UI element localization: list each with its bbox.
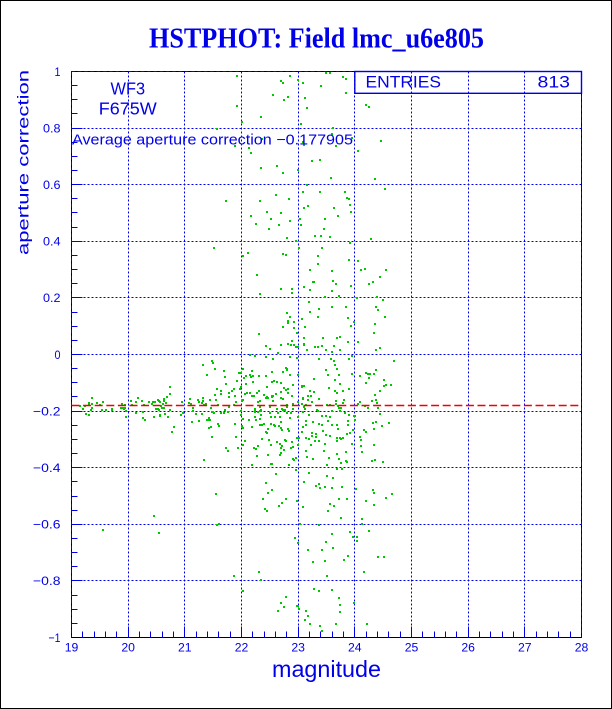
svg-text:WF3: WF3 — [111, 79, 146, 99]
svg-text:−0.8: −0.8 — [33, 574, 61, 588]
svg-text:0.2: 0.2 — [43, 291, 61, 305]
svg-text:1: 1 — [55, 65, 61, 79]
svg-text:−1: −1 — [49, 631, 61, 645]
svg-text:20: 20 — [121, 641, 135, 655]
svg-text:22: 22 — [235, 641, 249, 655]
svg-text:aperture correction: aperture correction — [16, 70, 33, 255]
svg-text:−0.6: −0.6 — [33, 518, 61, 532]
svg-text:19: 19 — [65, 641, 79, 655]
svg-text:−0.2: −0.2 — [33, 404, 61, 418]
svg-text:813: 813 — [538, 73, 571, 92]
svg-text:28: 28 — [575, 641, 589, 655]
svg-text:Average aperture correction −0: Average aperture correction −0.177905 — [72, 132, 353, 148]
svg-text:21: 21 — [178, 641, 192, 655]
svg-text:magnitude: magnitude — [272, 656, 381, 682]
svg-text:HSTPHOT: Field lmc_u6e805: HSTPHOT: Field lmc_u6e805 — [149, 24, 484, 55]
svg-text:24: 24 — [348, 641, 362, 655]
svg-text:0.6: 0.6 — [43, 178, 61, 192]
svg-text:25: 25 — [405, 641, 419, 655]
svg-text:23: 23 — [291, 641, 305, 655]
svg-text:F675W: F675W — [99, 98, 157, 118]
svg-text:26: 26 — [461, 641, 475, 655]
svg-text:0.8: 0.8 — [43, 121, 61, 135]
svg-text:−0.4: −0.4 — [33, 461, 61, 475]
svg-text:0: 0 — [55, 348, 61, 362]
svg-text:27: 27 — [518, 641, 532, 655]
svg-text:ENTRIES: ENTRIES — [366, 73, 442, 92]
svg-text:0.4: 0.4 — [43, 235, 61, 249]
